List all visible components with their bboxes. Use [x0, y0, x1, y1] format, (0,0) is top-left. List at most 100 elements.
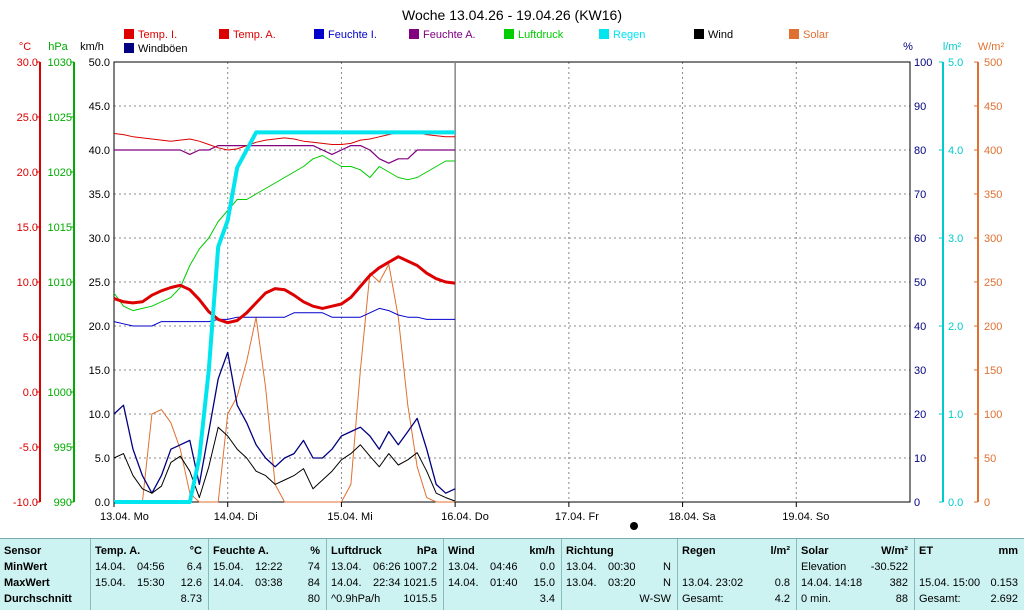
legend-swatch-feuchte-i	[314, 29, 324, 39]
x-tick-label: 14.04. Di	[214, 511, 258, 523]
rain-column: Regen l/m² 13.04. 23:02 0.8 Gesamt: 4.2	[677, 539, 796, 610]
wind-min-date: 13.04.	[448, 561, 479, 573]
axis-unit-solar: W/m²	[978, 41, 1005, 53]
legend-swatch-wind	[694, 29, 704, 39]
tick-label-rain: 5.0	[948, 57, 963, 69]
et-header: ET	[919, 545, 934, 557]
tick-label-temp: 15.0	[17, 222, 38, 234]
moon-icon	[630, 522, 638, 530]
tick-label-wind: 20.0	[89, 321, 110, 333]
tick-label-solar: 450	[984, 101, 1002, 113]
max-row-label: MaxWert	[4, 577, 50, 589]
axis-unit-humidity: %	[903, 41, 913, 53]
tick-label-pressure: 1000	[48, 387, 72, 399]
rain-max-label: 13.04. 23:02	[682, 577, 744, 589]
humidity-header: Feuchte A.	[213, 545, 269, 557]
series-lines	[113, 130, 456, 504]
et-unit: mm	[998, 545, 1018, 557]
x-axis-labels: 13.04. Mo 14.04. Di 15.04. Mi 16.04. Do 17.0…	[100, 502, 829, 523]
solar-average: 88	[895, 593, 908, 605]
tick-label-wind: 30.0	[89, 233, 110, 245]
series-luftdruck	[113, 155, 456, 312]
tick-label-humidity: 80	[914, 145, 926, 157]
temp-max-time: 15:30	[137, 577, 165, 589]
tick-label-wind: 10.0	[89, 409, 110, 421]
tick-label-temp: 5.0	[23, 332, 38, 344]
et-column: ET mm 15.04. 15:00 0.153 Gesamt: 2.692	[914, 539, 1024, 610]
tick-label-humidity: 20	[914, 409, 926, 421]
temp-min-date: 14.04.	[95, 561, 126, 573]
tick-label-temp: 10.0	[17, 277, 38, 289]
series-feuchte-i	[113, 307, 456, 327]
wind-max-time: 01:40	[490, 577, 518, 589]
rain-max-value: 0.8	[774, 577, 790, 589]
humidity-min-value: 74	[307, 561, 320, 573]
tick-label-rain: 3.0	[948, 233, 963, 245]
tick-label-wind: 5.0	[95, 453, 110, 465]
weather-chart: Woche 13.04.26 - 19.04.26 (KW16) Temp. I…	[13, 7, 1005, 530]
axes: 30.025.020.015.010.05.00.0-5.0-10.010301…	[13, 57, 1002, 509]
legend-label-feuchte-i: Feuchte I.	[328, 29, 377, 41]
pressure-max-time: 22:34	[373, 577, 401, 589]
x-tick-label: 19.04. So	[782, 511, 829, 523]
series-feuchte-a	[114, 145, 456, 164]
axis-unit-rain: l/m²	[943, 41, 962, 53]
wind-unit: km/h	[529, 545, 555, 557]
tick-label-humidity: 30	[914, 365, 926, 377]
pressure-header: Luftdruck	[331, 545, 382, 557]
legend-swatch-temp-i	[124, 29, 134, 39]
tick-label-pressure: 1030	[48, 57, 72, 69]
tick-label-solar: 500	[984, 57, 1002, 69]
tick-label-solar: 200	[984, 321, 1002, 333]
series-temp-a	[113, 255, 456, 325]
et-total-value: 2.692	[990, 593, 1018, 605]
pressure-max-date: 14.04.	[331, 577, 362, 589]
humidity-min-date: 15.04.	[213, 561, 244, 573]
tick-label-wind: 50.0	[89, 57, 110, 69]
chart-title: Woche 13.04.26 - 19.04.26 (KW16)	[402, 7, 622, 23]
et-max-value: 0.153	[990, 577, 1018, 589]
tick-label-solar: 350	[984, 189, 1002, 201]
solar-duration-label: 0 min.	[801, 593, 831, 605]
direction-column: Richtung 13.04. 00:30 N 13.04. 03:20 N W-SW	[561, 539, 677, 610]
tick-label-humidity: 50	[914, 277, 926, 289]
tick-label-wind: 35.0	[89, 189, 110, 201]
legend-label-windboeen: Windböen	[138, 43, 188, 55]
tick-label-humidity: 70	[914, 189, 926, 201]
plot-frame	[113, 61, 911, 503]
legend-label-regen: Regen	[613, 29, 645, 41]
rain-total-value: 4.2	[774, 593, 790, 605]
tick-label-temp: 25.0	[17, 112, 38, 124]
series-solar	[114, 263, 456, 503]
temp-unit: °C	[189, 545, 202, 557]
legend-swatch-temp-a	[219, 29, 229, 39]
tick-label-solar: 100	[984, 409, 1002, 421]
tick-label-rain: 4.0	[948, 145, 963, 157]
tick-label-solar: 50	[984, 453, 996, 465]
tick-label-rain: 0.0	[948, 497, 963, 509]
min-row-label: MinWert	[4, 561, 48, 573]
pressure-min-value: 1007.2	[403, 561, 437, 573]
pressure-max-value: 1021.5	[403, 577, 437, 589]
axis-unit-wind: km/h	[80, 41, 104, 53]
legend-label-luftdruck: Luftdruck	[518, 29, 564, 41]
wind-max-value: 15.0	[533, 577, 555, 589]
tick-label-temp: -5.0	[19, 442, 38, 454]
pressure-trend: ^0.9hPa/h	[331, 593, 381, 605]
x-tick-label: 18.04. Sa	[669, 511, 717, 523]
tick-label-wind: 25.0	[89, 277, 110, 289]
temp-max-date: 15.04.	[95, 577, 126, 589]
legend-swatch-solar	[789, 29, 799, 39]
solar-max-label: 14.04. 14:18	[801, 577, 863, 589]
direction-min-date: 13.04.	[566, 561, 597, 573]
tick-label-temp: 0.0	[23, 387, 38, 399]
axis-units: °C hPa km/h% l/m² W/m²	[19, 41, 1005, 53]
pressure-min-time: 06:26	[373, 561, 401, 573]
humidity-unit: %	[310, 545, 320, 557]
tick-label-temp: 20.0	[17, 167, 38, 179]
direction-min-value: N	[663, 561, 671, 573]
axis-unit-pressure: hPa	[48, 41, 68, 53]
tick-label-wind: 40.0	[89, 145, 110, 157]
temp-header: Temp. A.	[95, 545, 141, 557]
pressure-min-date: 13.04.	[331, 561, 362, 573]
